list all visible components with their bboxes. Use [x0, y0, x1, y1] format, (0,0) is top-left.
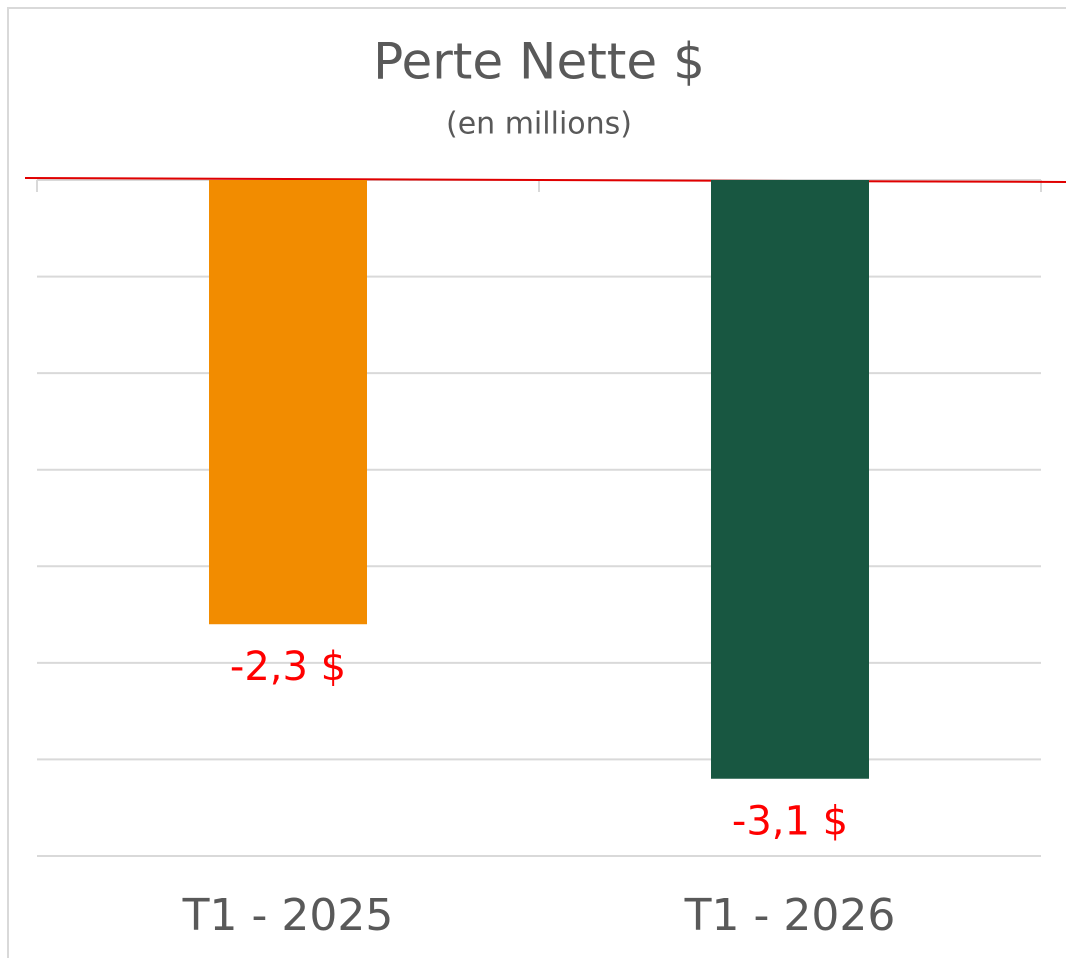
- bar: [209, 180, 367, 625]
- value-label: -2,3 $: [230, 644, 346, 690]
- chart-frame: [7, 7, 1066, 958]
- value-label: -3,1 $: [732, 799, 848, 845]
- x-tick-label: T1 - 2025: [182, 890, 394, 941]
- zero-line: [24, 177, 1066, 183]
- bar: [711, 180, 869, 779]
- chart-title: Perte Nette $: [373, 33, 705, 91]
- x-tick-label: T1 - 2026: [684, 890, 896, 941]
- chart-subtitle: (en millions): [446, 107, 632, 142]
